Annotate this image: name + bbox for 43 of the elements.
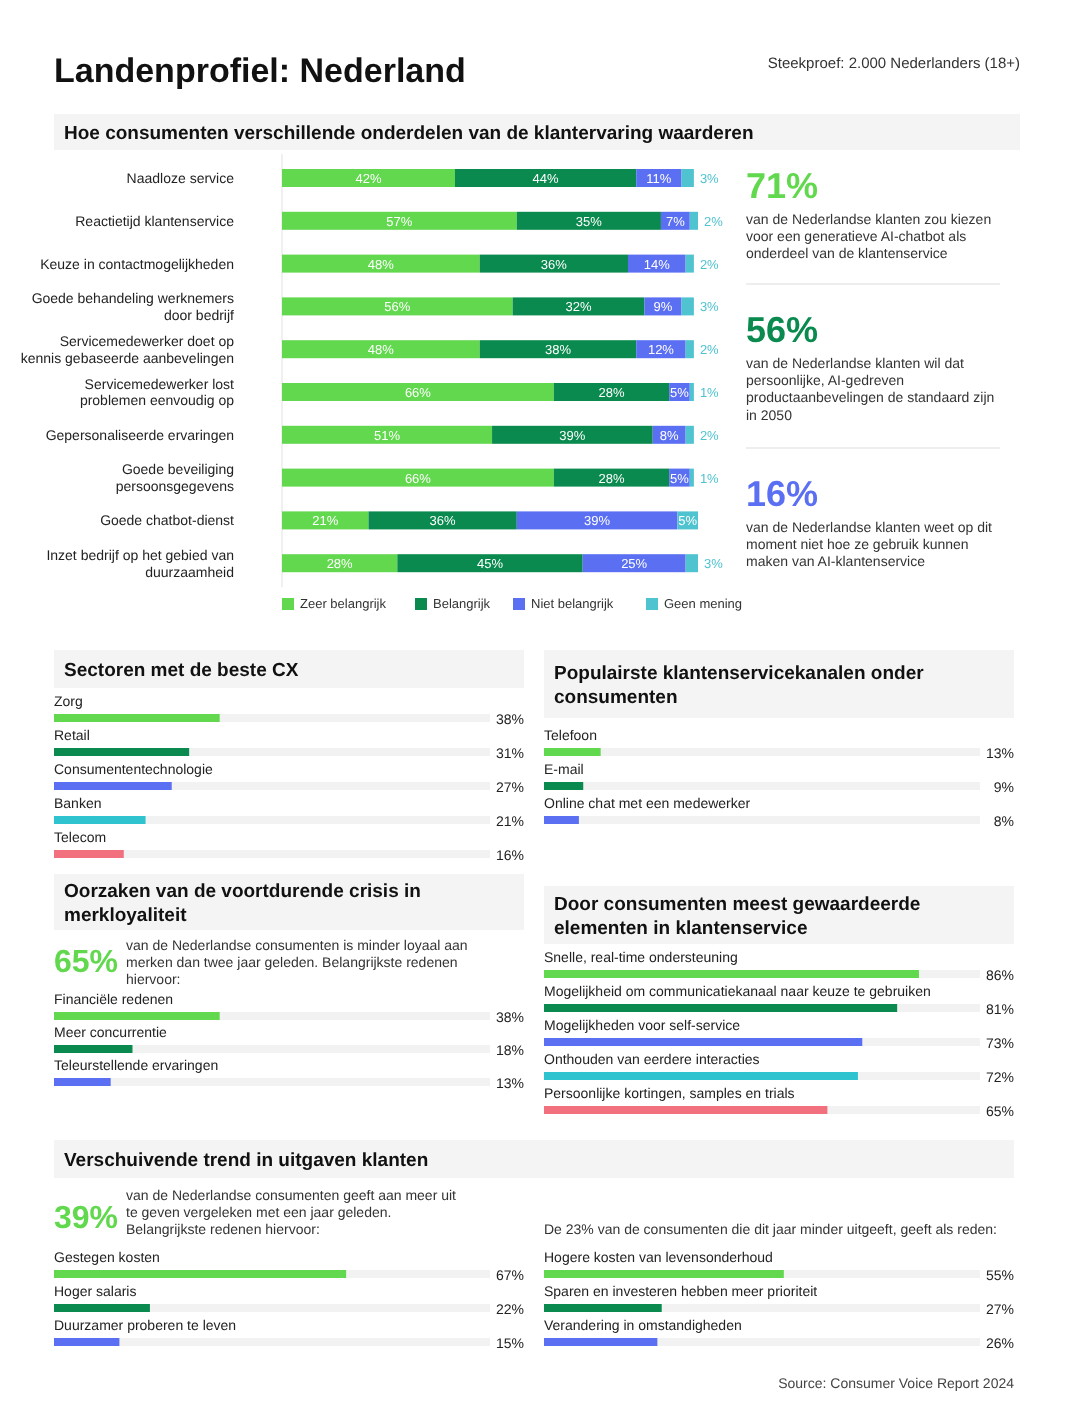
bar — [282, 211, 517, 230]
text: 65% — [54, 946, 119, 980]
text: 39% — [54, 1202, 119, 1236]
bar — [282, 254, 480, 273]
text: 56% — [746, 310, 819, 350]
bar — [516, 511, 678, 530]
bar — [512, 297, 645, 316]
bar — [685, 554, 698, 573]
chart-title: Verschuivende trend in uitgaven klanten — [64, 1150, 429, 1172]
bar — [454, 169, 637, 187]
bar — [282, 554, 398, 573]
chart-title: Oorzaken van de voortdurende crisis in merkloyaliteit — [64, 881, 422, 927]
bar — [282, 511, 369, 530]
bar — [54, 850, 124, 858]
bar — [685, 425, 694, 444]
chart-title: Door consumenten meest gewaardeerde elementen in klantenservice — [554, 894, 921, 940]
chart-title: Hoe consumenten verschillende onderdelen van de klantervaring waarderen — [64, 123, 754, 145]
bar — [282, 383, 554, 401]
bar — [397, 554, 583, 573]
bar — [516, 211, 661, 230]
text: 16% — [746, 474, 819, 514]
bar — [282, 297, 513, 316]
bar — [685, 254, 694, 273]
bar — [685, 340, 694, 359]
bar — [282, 468, 554, 487]
bar — [689, 211, 698, 230]
chart-title: Sectoren met de beste CX — [64, 660, 300, 682]
bar — [282, 340, 480, 359]
bar — [492, 425, 653, 444]
bar — [479, 254, 628, 273]
text: Landenprofiel: Nederland — [54, 52, 466, 90]
bar — [582, 554, 686, 573]
bar — [282, 425, 493, 444]
bar — [681, 297, 694, 316]
bar — [54, 816, 146, 824]
bar — [681, 169, 694, 187]
bar — [553, 383, 670, 401]
bar — [368, 511, 517, 530]
bar — [282, 169, 455, 187]
text: 71% — [746, 166, 819, 206]
bar — [553, 468, 670, 487]
bar — [479, 340, 637, 359]
chart-title: Populairste klantenservicekanalen onder consumenten — [554, 663, 925, 709]
